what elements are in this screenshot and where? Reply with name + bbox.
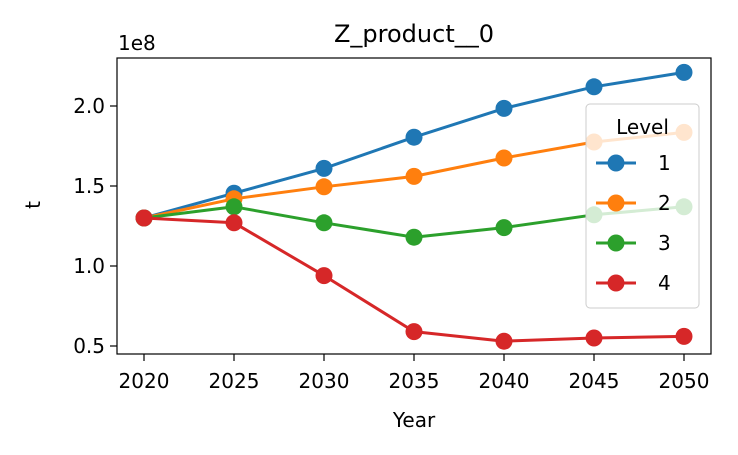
legend-marker-3 [607, 234, 625, 252]
data-point-series-4 [225, 214, 243, 232]
data-point-series-4 [495, 332, 513, 350]
legend-title: Level [616, 115, 669, 139]
data-point-series-4 [135, 209, 153, 227]
y-tick-label: 1.5 [73, 174, 105, 198]
data-point-series-4 [405, 323, 423, 341]
legend-marker-4 [607, 274, 625, 292]
data-point-series-1 [585, 78, 603, 96]
data-point-series-1 [405, 128, 423, 146]
y-multiplier-label: 1e8 [118, 31, 156, 55]
y-tick-label: 1.0 [73, 254, 105, 278]
data-point-series-1 [675, 63, 693, 81]
data-point-series-4 [675, 327, 693, 345]
legend-label-1: 1 [658, 151, 671, 175]
data-point-series-4 [585, 329, 603, 347]
y-axis-label: t [21, 201, 45, 209]
x-tick-label: 2020 [119, 369, 170, 393]
legend-marker-2 [607, 194, 625, 212]
data-point-series-4 [315, 267, 333, 285]
data-point-series-3 [405, 228, 423, 246]
data-point-series-2 [315, 178, 333, 196]
y-tick-label: 0.5 [73, 334, 105, 358]
chart-title: Z_product__0 [334, 20, 494, 48]
data-point-series-1 [495, 99, 513, 117]
x-tick-label: 2035 [389, 369, 440, 393]
legend-label-4: 4 [658, 271, 671, 295]
x-tick-label: 2025 [209, 369, 260, 393]
x-tick-label: 2030 [299, 369, 350, 393]
data-point-series-3 [495, 219, 513, 237]
data-point-series-3 [315, 214, 333, 232]
plot-frame [116, 57, 712, 355]
y-tick-label: 2.0 [73, 94, 105, 118]
legend-label-3: 3 [658, 231, 671, 255]
legend-marker-1 [607, 154, 625, 172]
legend: Level 1 2 3 4 [585, 103, 700, 309]
axis-ticks: 2020 2025 2030 2035 2040 2045 2050 0.5 1.0 1.5 2.0 [73, 94, 709, 393]
data-point-series-1 [315, 159, 333, 177]
legend-label-2: 2 [658, 191, 671, 215]
legend-items: 1 2 3 4 [596, 151, 671, 295]
x-tick-label: 2050 [659, 369, 710, 393]
data-point-series-3 [225, 198, 243, 216]
x-tick-label: 2040 [479, 369, 530, 393]
x-axis-label: Year [392, 408, 436, 432]
data-point-series-2 [405, 167, 423, 185]
x-tick-label: 2045 [569, 369, 620, 393]
data-point-series-2 [495, 149, 513, 167]
